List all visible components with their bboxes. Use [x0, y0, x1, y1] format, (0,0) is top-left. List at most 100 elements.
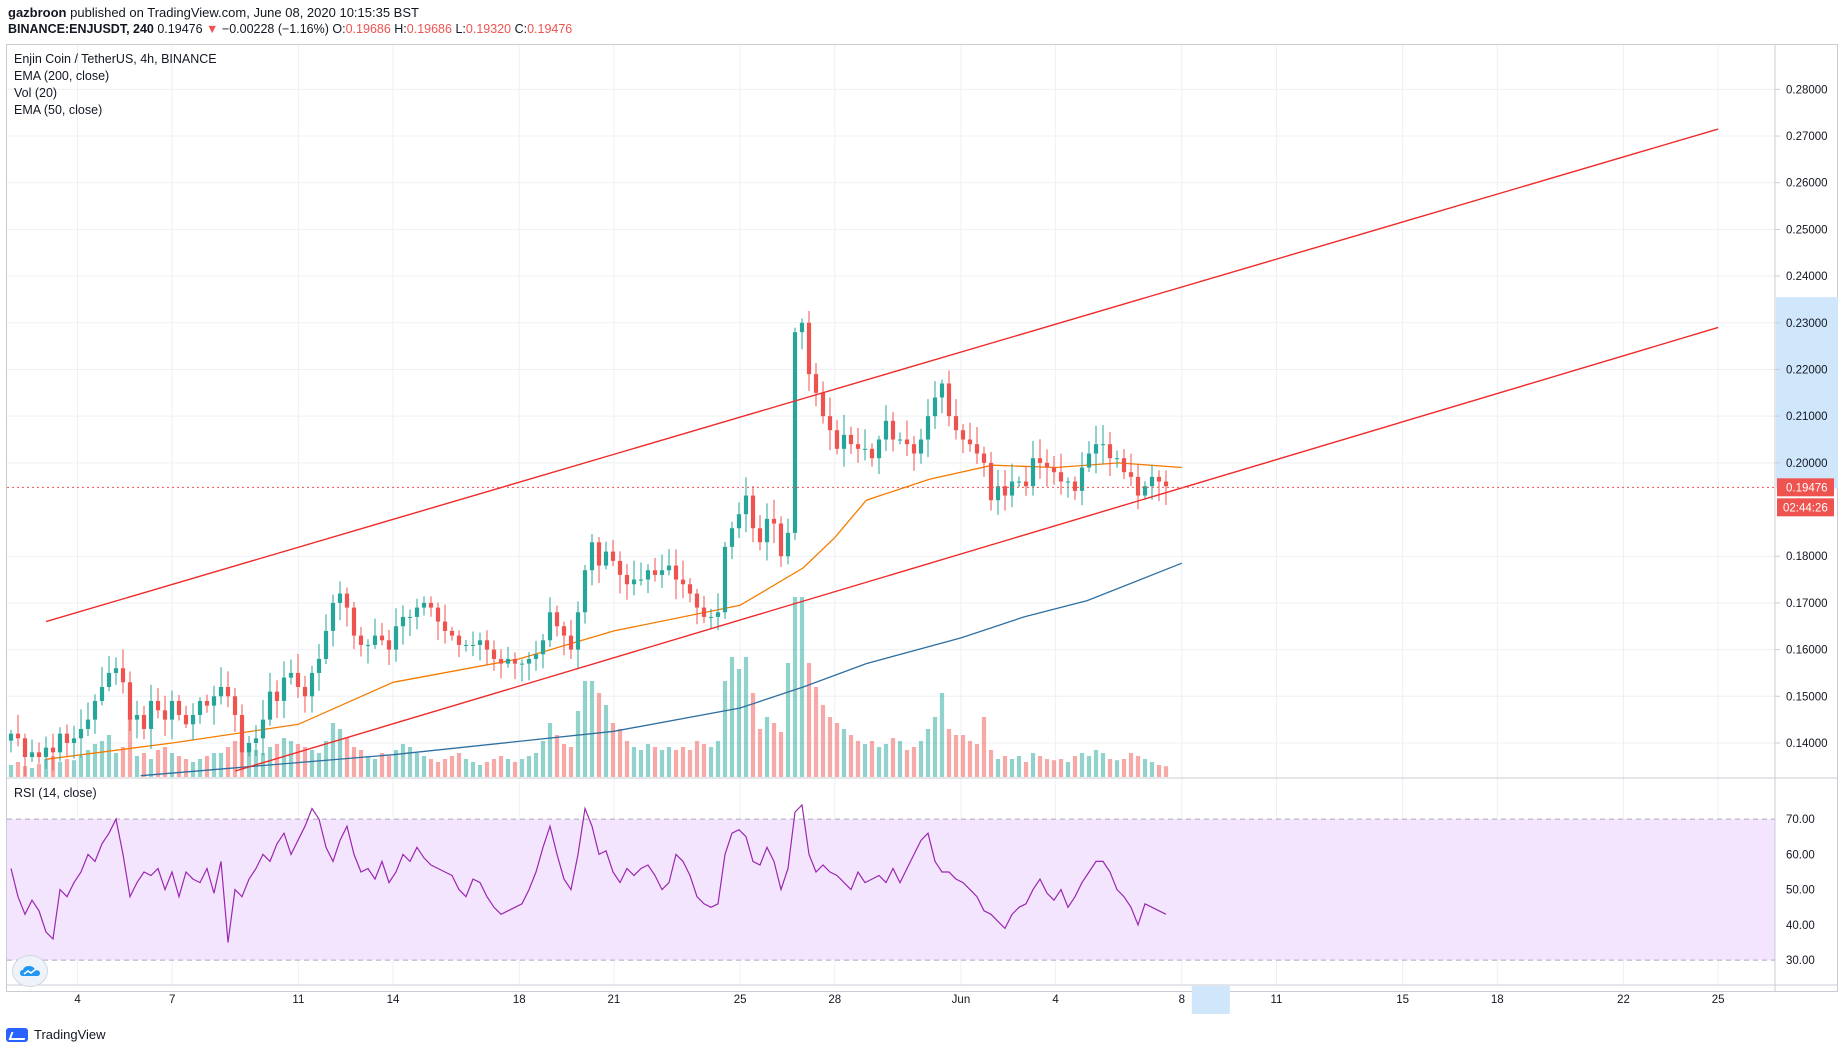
candle-body	[1051, 467, 1057, 473]
volume-bar	[176, 756, 182, 777]
candle-body	[1030, 458, 1036, 487]
volume-bar	[148, 759, 154, 777]
candle-body	[869, 448, 875, 459]
volume-bar	[855, 741, 861, 777]
volume-bar	[64, 759, 70, 777]
candle-body	[1016, 481, 1022, 483]
volume-bar	[211, 753, 217, 777]
volume-bar	[526, 756, 532, 777]
candle-body	[274, 691, 280, 701]
candle-body	[316, 658, 322, 673]
last-price: 0.19476	[157, 22, 203, 36]
volume-bar	[127, 717, 133, 777]
volume-bar	[904, 750, 910, 777]
volume-bar	[449, 756, 455, 777]
candle-body	[407, 616, 413, 618]
price-labels: 0.19476 02:44:26	[1777, 478, 1834, 517]
volume-bar	[316, 753, 322, 777]
candle-body	[792, 332, 798, 533]
close-value: 0.19476	[527, 22, 573, 36]
volume-bar	[1142, 759, 1148, 777]
candle-body	[351, 607, 357, 636]
volume-bar	[1037, 756, 1043, 777]
candle-body	[953, 416, 959, 431]
candle-body	[960, 430, 966, 440]
candle-body	[624, 574, 630, 585]
candle-body	[29, 752, 35, 757]
candle-body	[876, 439, 882, 459]
volume-bar	[988, 750, 994, 777]
rsi-tick-label: 50.00	[1786, 885, 1815, 897]
candle-body	[925, 416, 931, 440]
volume-bars	[8, 597, 1169, 777]
volume-bar	[883, 744, 889, 777]
channel-lines	[7, 128, 1775, 772]
date-tick-label: 22	[1617, 994, 1630, 1006]
price-tick-label: 0.28000	[1786, 84, 1828, 96]
volume-bar	[428, 759, 434, 777]
volume-bar	[1002, 756, 1008, 777]
candle-body	[428, 602, 434, 608]
volume-bar	[827, 717, 833, 777]
volume-bar	[92, 744, 98, 777]
volume-bar	[407, 747, 413, 777]
footer-brand[interactable]: TradingView	[6, 1027, 106, 1042]
candle-body	[918, 439, 924, 454]
candle-body	[211, 696, 217, 706]
candle-body	[862, 448, 868, 450]
volume-bar	[848, 735, 854, 777]
ohlc-bar: BINANCE:ENJUSDT, 240 0.19476 ▼ −0.00228 …	[8, 22, 572, 36]
volume-bar	[617, 729, 623, 777]
volume-bar	[1156, 765, 1162, 777]
candle-body	[36, 752, 42, 757]
tradingview-cloud-icon[interactable]	[12, 955, 48, 987]
candle-body	[806, 322, 812, 375]
axis-highlight	[1776, 297, 1838, 489]
candle-body	[1163, 481, 1169, 487]
candle-body	[1093, 444, 1099, 454]
candle-body	[162, 710, 168, 720]
volume-bar	[120, 747, 126, 777]
volume-bar	[1044, 759, 1050, 777]
volume-bar	[666, 747, 672, 777]
candle-body	[463, 644, 469, 646]
volume-bar	[470, 762, 476, 777]
candle-body	[946, 383, 952, 417]
symbol-label: BINANCE:ENJUSDT, 240	[8, 22, 154, 36]
last-price-tag	[1777, 478, 1834, 497]
volume-bar	[701, 744, 707, 777]
candle-body	[883, 420, 889, 440]
candle-body	[134, 714, 140, 720]
change-down-icon: ▼	[206, 22, 219, 36]
candle-body	[491, 649, 497, 659]
volume-bar	[134, 756, 140, 777]
candle-body	[302, 686, 308, 697]
candle-body	[1149, 476, 1155, 487]
candle-body	[246, 742, 252, 753]
candle-body	[421, 602, 427, 608]
candle-body	[813, 374, 819, 393]
volume-bar	[862, 744, 868, 777]
volume-bar	[463, 759, 469, 777]
volume-bar	[8, 765, 14, 777]
candle-body	[715, 612, 721, 617]
candle-body	[652, 570, 658, 575]
volume-bar	[1023, 762, 1029, 777]
volume-bar	[169, 753, 175, 777]
candle-body	[57, 733, 63, 753]
volume-bar	[71, 760, 77, 777]
volume-bar	[610, 723, 616, 777]
volume-bar	[1135, 756, 1141, 777]
candle-body	[267, 691, 273, 720]
candle-body	[78, 728, 84, 739]
volume-bar	[946, 729, 952, 777]
candle-body	[337, 593, 343, 603]
candle-body	[582, 570, 588, 613]
candle-body	[1135, 476, 1141, 496]
volume-bar	[400, 744, 406, 777]
volume-bar	[1107, 759, 1113, 777]
volume-bar	[99, 741, 105, 777]
candle-body	[1037, 458, 1043, 463]
author-name[interactable]: gazbroon	[8, 5, 67, 20]
